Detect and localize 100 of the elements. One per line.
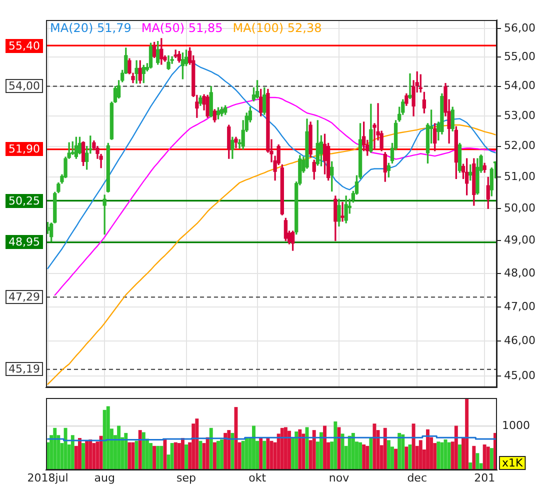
bar bbox=[266, 438, 270, 470]
text: MA(50) 51,85 bbox=[141, 21, 223, 36]
bar bbox=[220, 439, 224, 470]
ref-line-label: 50,25 bbox=[8, 194, 40, 208]
y-axis-title: x1K bbox=[502, 456, 524, 470]
bar bbox=[241, 440, 245, 470]
bar bbox=[170, 443, 174, 470]
bar bbox=[362, 444, 366, 470]
ref-line-label: 45,19 bbox=[8, 362, 40, 376]
bar bbox=[340, 434, 344, 470]
candlestick bbox=[408, 73, 412, 100]
bar bbox=[128, 442, 132, 470]
x-tick-label: sep bbox=[176, 471, 196, 484]
bar bbox=[369, 438, 373, 470]
bar bbox=[142, 432, 146, 470]
bar bbox=[117, 426, 121, 470]
x-tick-label: 201 bbox=[474, 471, 496, 484]
bar bbox=[209, 428, 213, 470]
y-tick-label: 50,00 bbox=[504, 201, 536, 214]
bar bbox=[454, 426, 458, 470]
bar bbox=[85, 440, 89, 470]
y-tick-label: 56,00 bbox=[504, 21, 536, 34]
bar bbox=[288, 430, 291, 470]
bar bbox=[294, 432, 298, 470]
text: MA(20) 51,79 bbox=[50, 21, 132, 36]
bar bbox=[312, 430, 316, 470]
bar bbox=[394, 448, 398, 470]
bar bbox=[351, 432, 355, 470]
ref-line-label: 54,00 bbox=[8, 79, 40, 92]
bar bbox=[82, 443, 86, 470]
bar bbox=[244, 438, 248, 470]
x-tick-label: aug bbox=[94, 471, 115, 484]
x-tick-label: dec bbox=[407, 471, 428, 484]
bar bbox=[323, 426, 326, 470]
y-tick-label: 49,00 bbox=[504, 234, 536, 247]
bar bbox=[259, 438, 263, 470]
bar bbox=[252, 426, 256, 470]
x-tick-label: okt bbox=[248, 471, 267, 484]
bar bbox=[401, 434, 405, 470]
candlestick bbox=[340, 202, 344, 222]
bar bbox=[198, 440, 202, 470]
bar bbox=[302, 434, 306, 470]
bar bbox=[280, 428, 284, 470]
bar bbox=[216, 440, 220, 470]
y-tick-label: 48,00 bbox=[504, 266, 536, 280]
ref-line-label: 47,29 bbox=[8, 290, 40, 304]
bar bbox=[92, 443, 96, 470]
ref-line-label: 55,40 bbox=[8, 39, 40, 52]
bar bbox=[53, 428, 57, 470]
bar bbox=[476, 453, 480, 470]
bar bbox=[284, 427, 288, 470]
bar bbox=[426, 429, 430, 470]
bar bbox=[298, 429, 302, 470]
bar bbox=[458, 444, 462, 470]
bar bbox=[212, 442, 216, 470]
text: MA(100) 52,38 bbox=[232, 21, 322, 36]
bar bbox=[412, 424, 416, 470]
bar bbox=[334, 421, 338, 470]
bar bbox=[152, 446, 156, 470]
bar bbox=[134, 440, 138, 470]
y-tick-label: 53,00 bbox=[504, 108, 536, 122]
bar bbox=[366, 446, 370, 470]
bar bbox=[156, 446, 160, 470]
y-tick-label: 54,00 bbox=[504, 79, 536, 92]
bar bbox=[418, 440, 422, 470]
bar bbox=[195, 418, 199, 470]
bar bbox=[163, 439, 167, 470]
bar bbox=[386, 440, 390, 470]
bar bbox=[319, 432, 323, 470]
text: 1000 bbox=[502, 418, 530, 432]
y-tick-label: 55,00 bbox=[504, 50, 536, 63]
bar bbox=[472, 446, 476, 470]
ref-line-label: 51,90 bbox=[8, 142, 40, 156]
y-tick-label: 46,00 bbox=[504, 334, 536, 347]
bar bbox=[262, 440, 266, 470]
bar bbox=[486, 446, 490, 470]
bar bbox=[465, 398, 469, 470]
y-tick-label: 47,00 bbox=[504, 300, 536, 313]
bar bbox=[206, 437, 210, 470]
bar bbox=[230, 432, 234, 470]
y-tick-label: 45,00 bbox=[504, 368, 536, 382]
bar bbox=[383, 428, 387, 470]
bar bbox=[440, 442, 444, 470]
bar bbox=[180, 438, 184, 470]
bar bbox=[138, 430, 142, 470]
bar bbox=[227, 430, 231, 470]
bar bbox=[64, 428, 68, 470]
bar bbox=[490, 448, 494, 470]
bar bbox=[78, 438, 82, 470]
bar bbox=[70, 435, 74, 470]
bar bbox=[184, 444, 188, 470]
x-tick-label: 2018jul bbox=[27, 471, 68, 484]
bar bbox=[106, 406, 110, 470]
bar bbox=[436, 442, 440, 470]
bar bbox=[174, 442, 178, 470]
bar bbox=[160, 446, 164, 470]
x-tick-label: nov bbox=[328, 471, 350, 484]
ref-line-label: 48,95 bbox=[8, 235, 40, 248]
bar bbox=[337, 427, 341, 470]
y-tick-label: 51,00 bbox=[504, 170, 536, 183]
